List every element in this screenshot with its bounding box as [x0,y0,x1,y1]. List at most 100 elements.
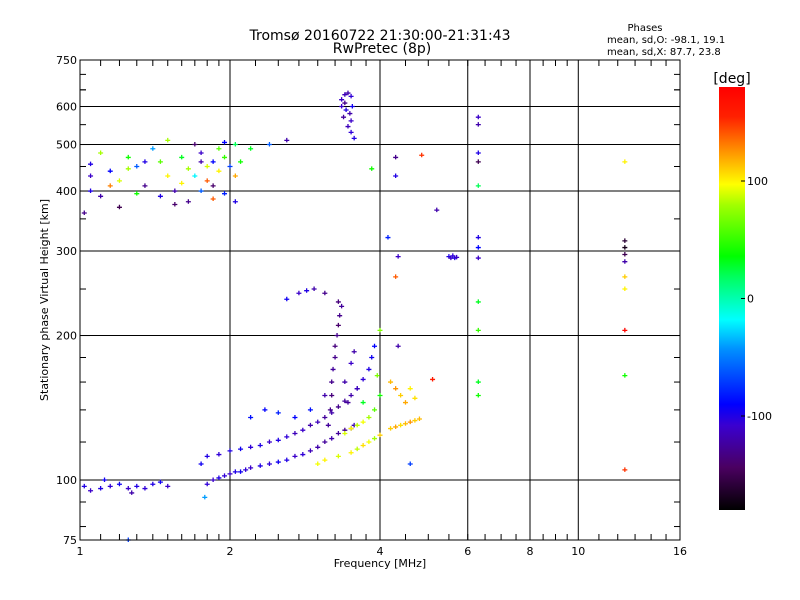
x-tick-label: 8 [527,545,534,558]
data-point [475,255,481,261]
data-point [134,163,140,169]
data-point [393,154,399,160]
data-point [377,393,383,398]
data-point [327,407,333,412]
data-point [342,100,348,106]
data-point [165,483,171,489]
data-point [204,481,210,487]
data-point [342,431,348,436]
data-point [98,150,104,156]
data-point [342,398,348,404]
data-point [116,481,122,487]
data-point [107,483,113,489]
data-point [248,146,254,151]
data-point [335,453,341,459]
colorbar-ticks: 100 0 -100 [741,175,772,423]
colorbar-tick-label: 100 [747,175,768,188]
data-point [296,290,302,296]
data-point [102,477,108,483]
data-point [142,486,148,491]
data-point [374,373,380,378]
data-point [475,327,481,333]
data-point [284,434,290,439]
data-point [622,274,628,279]
data-point [332,343,338,349]
data-point [107,168,113,174]
grid [80,60,680,540]
data-point [407,461,413,466]
data-point [322,457,328,463]
data-point [369,354,375,360]
data-point [262,407,268,412]
data-point [393,424,399,429]
x-tick-label: 10 [571,545,585,558]
data-point [165,173,171,178]
data-point [402,400,408,405]
data-point [372,343,378,349]
data-point [172,201,178,207]
data-point [347,111,353,116]
data-point [388,426,394,431]
data-point [434,207,440,213]
data-point [412,418,418,423]
data-point [329,379,335,385]
data-point [372,436,378,441]
data-point [395,343,401,349]
data-point [322,414,328,420]
data-point [315,419,321,425]
data-point [198,150,204,156]
data-point [393,386,399,391]
data-point [257,463,263,468]
data-point [125,486,131,491]
data-point [232,469,238,474]
data-point [300,427,306,433]
x-tick-label: 2 [227,545,234,558]
data-point [622,245,628,250]
data-point [275,459,281,465]
data-point [385,235,391,240]
x-tick-label: 6 [464,545,471,558]
data-point [342,379,348,385]
data-point [216,452,222,457]
data-point [322,290,328,296]
data-point [266,439,272,445]
data-point [307,407,313,412]
x-axis-label: Frequency [MHz] [334,557,426,570]
data-point [342,92,348,97]
data-point [351,349,357,354]
data-point [366,366,372,372]
data-point [412,395,418,401]
data-point [329,393,335,398]
data-point [348,118,354,123]
data-point [366,414,372,420]
data-point [345,90,351,96]
data-point [348,93,354,99]
info-heading: Phases [627,23,662,34]
data-point [329,410,335,415]
data-point [232,142,238,147]
data-point [329,436,335,441]
data-point [348,426,354,431]
data-point [332,354,338,360]
x-tick-label: 4 [377,545,384,558]
data-point [315,444,321,450]
data-point [339,303,345,309]
data-point [210,159,216,164]
data-point [192,173,198,178]
data-point [475,393,481,398]
data-point [475,122,481,127]
data-point [98,486,104,491]
data-point [345,400,351,405]
y-tick-label: 400 [56,185,77,198]
x-tick-label: 16 [673,545,687,558]
data-point [202,494,208,500]
data-point [307,448,313,453]
data-point [330,366,336,372]
y-tick-label: 300 [56,245,77,258]
data-point [388,379,394,385]
data-point [88,161,94,167]
data-point [227,471,233,476]
data-point [116,204,122,210]
